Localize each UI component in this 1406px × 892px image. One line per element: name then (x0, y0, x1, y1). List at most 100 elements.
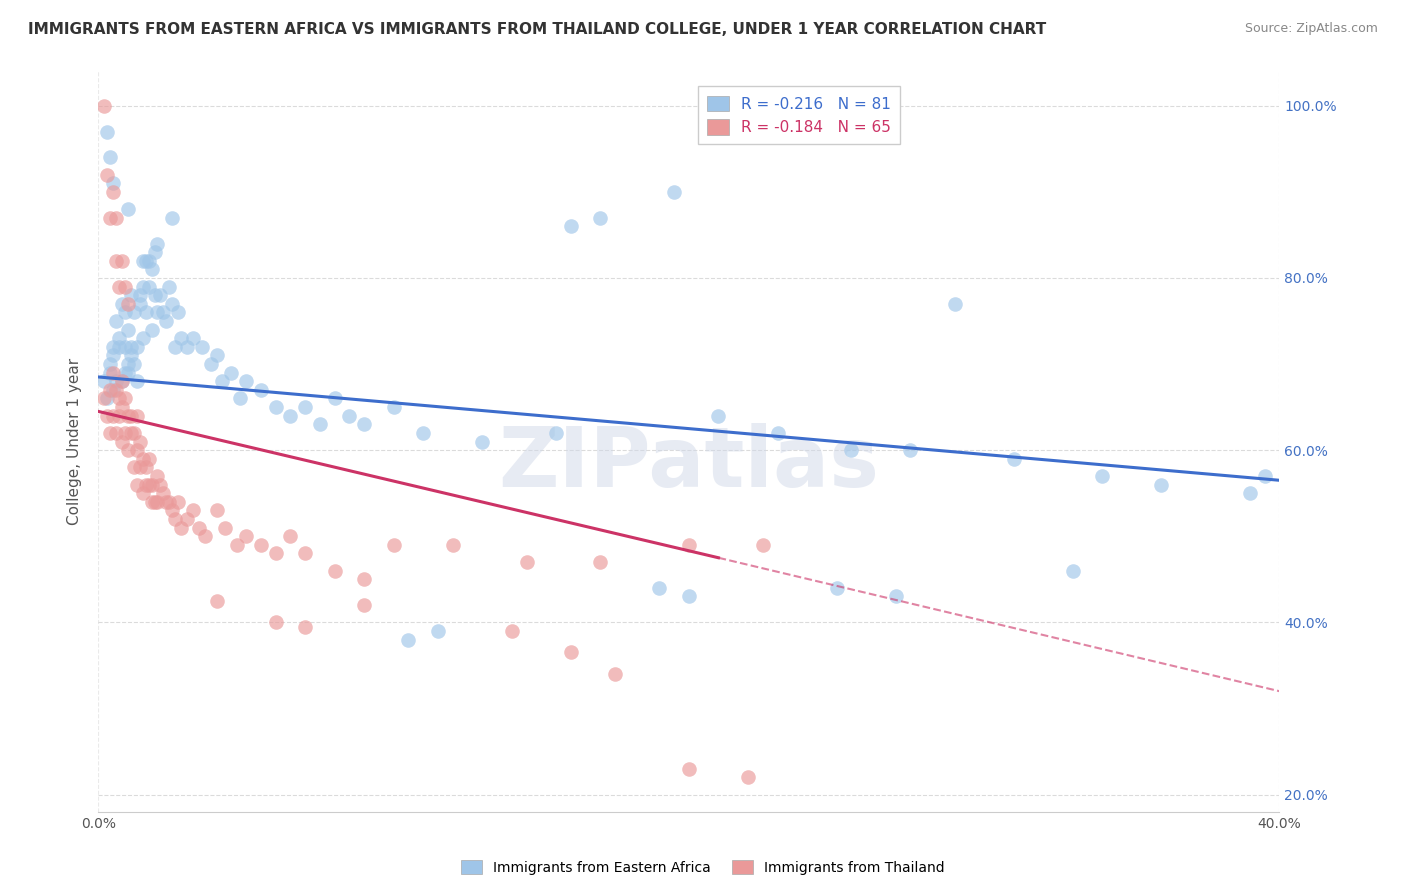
Point (280, 409, 302, 423)
Point (103, 176, 125, 190)
Point (122, 460, 145, 475)
Point (250, 538, 273, 552)
Point (93, 392, 115, 406)
Point (128, 434, 150, 449)
Point (114, 305, 136, 319)
Point (114, 425, 136, 440)
Point (1254, 469, 1277, 483)
Point (96, 125, 118, 139)
Point (114, 392, 136, 406)
Point (138, 451, 160, 466)
Point (120, 409, 142, 423)
Point (167, 305, 190, 319)
Point (103, 409, 125, 423)
Point (194, 529, 217, 543)
Point (264, 615, 287, 630)
Point (146, 495, 169, 509)
Point (105, 383, 128, 397)
Point (441, 538, 464, 552)
Point (128, 460, 150, 475)
Point (280, 529, 302, 543)
Point (165, 340, 187, 354)
Legend: Immigrants from Eastern Africa, Immigrants from Thailand: Immigrants from Eastern Africa, Immigran… (456, 855, 950, 880)
Point (135, 305, 157, 319)
Point (678, 762, 700, 776)
Point (125, 374, 148, 388)
Point (221, 366, 243, 380)
Point (737, 770, 759, 784)
Point (128, 297, 150, 311)
Text: ZIPatlas: ZIPatlas (499, 423, 879, 504)
Point (98, 425, 121, 440)
Y-axis label: College, Under 1 year: College, Under 1 year (67, 358, 83, 525)
Point (181, 503, 204, 517)
Point (108, 331, 131, 345)
Point (105, 253, 128, 268)
Point (135, 253, 157, 268)
Point (117, 443, 139, 458)
Point (167, 495, 190, 509)
Point (132, 279, 155, 293)
Point (353, 572, 375, 586)
Point (648, 581, 671, 595)
Point (294, 546, 316, 560)
Point (111, 297, 134, 311)
Point (1002, 451, 1025, 466)
Point (250, 383, 273, 397)
Point (108, 409, 131, 423)
Point (707, 409, 730, 423)
Point (117, 323, 139, 337)
Point (120, 340, 142, 354)
Point (546, 425, 568, 440)
Point (943, 297, 966, 311)
Point (884, 590, 907, 604)
Point (264, 546, 287, 560)
Point (162, 211, 183, 225)
Point (149, 288, 172, 302)
Point (323, 392, 346, 406)
Point (103, 348, 125, 362)
Point (841, 443, 863, 458)
Point (117, 297, 139, 311)
Point (1239, 486, 1261, 500)
Point (152, 305, 174, 319)
Point (141, 477, 163, 491)
Point (205, 503, 228, 517)
Point (766, 425, 789, 440)
Point (132, 451, 155, 466)
Point (120, 288, 142, 302)
Point (560, 219, 582, 234)
Point (353, 417, 375, 432)
Point (187, 521, 209, 535)
Point (135, 477, 157, 491)
Point (141, 262, 163, 277)
Point (125, 340, 148, 354)
Legend: R = -0.216   N = 81, R = -0.184   N = 65: R = -0.216 N = 81, R = -0.184 N = 65 (697, 87, 900, 145)
Point (98, 211, 121, 225)
Point (108, 340, 131, 354)
Point (323, 564, 346, 578)
Point (96, 168, 118, 182)
Point (162, 503, 183, 517)
Point (105, 314, 128, 328)
Point (132, 331, 155, 345)
Point (122, 357, 145, 371)
Point (146, 469, 169, 483)
Text: Source: ZipAtlas.com: Source: ZipAtlas.com (1244, 22, 1378, 36)
Point (157, 495, 180, 509)
Point (294, 619, 316, 633)
Point (103, 340, 125, 354)
Point (128, 288, 150, 302)
Point (125, 443, 148, 458)
Point (170, 521, 193, 535)
Point (111, 400, 134, 414)
Point (117, 357, 139, 371)
Point (214, 521, 236, 535)
Point (162, 297, 183, 311)
Point (294, 400, 316, 414)
Point (132, 253, 155, 268)
Point (111, 253, 134, 268)
Point (103, 383, 125, 397)
Point (143, 288, 166, 302)
Point (229, 392, 252, 406)
